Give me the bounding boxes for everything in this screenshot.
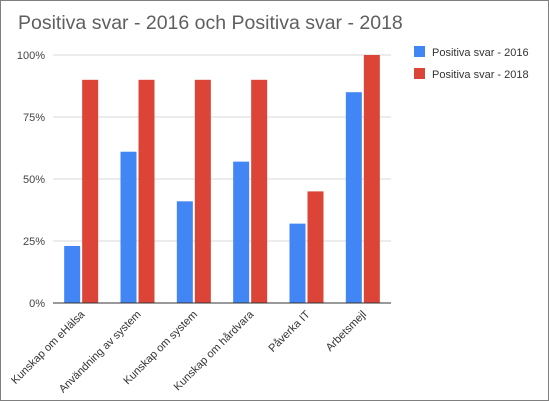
y-tick-label: 50% <box>23 174 45 186</box>
bar-series-1 <box>64 245 81 303</box>
bar-series-1 <box>289 223 306 303</box>
legend-label: Positiva svar - 2018 <box>432 69 529 81</box>
bar-series-2 <box>138 79 155 303</box>
bar-series-1 <box>120 151 137 303</box>
bar-series-2 <box>82 79 99 303</box>
bar-series-2 <box>251 79 268 303</box>
x-category-label: Påverka IT <box>267 308 313 354</box>
y-tick-label: 25% <box>23 236 45 248</box>
bar-series-1 <box>345 92 362 303</box>
chart-title: Positiva svar - 2016 och Positiva svar -… <box>18 12 403 34</box>
bar-series-1 <box>233 161 250 303</box>
legend-swatch <box>414 68 425 79</box>
x-category-label: Arbetsmejl <box>324 309 369 354</box>
bar-series-2 <box>307 191 324 303</box>
y-tick-label: 75% <box>23 112 45 124</box>
legend-label: Positiva svar - 2016 <box>432 47 529 59</box>
y-tick-label: 100% <box>17 50 45 62</box>
y-tick-label: 0% <box>29 298 45 310</box>
bar-series-1 <box>176 201 193 303</box>
legend-swatch <box>414 46 425 57</box>
bar-series-2 <box>363 55 380 303</box>
bar-series-2 <box>194 79 211 303</box>
